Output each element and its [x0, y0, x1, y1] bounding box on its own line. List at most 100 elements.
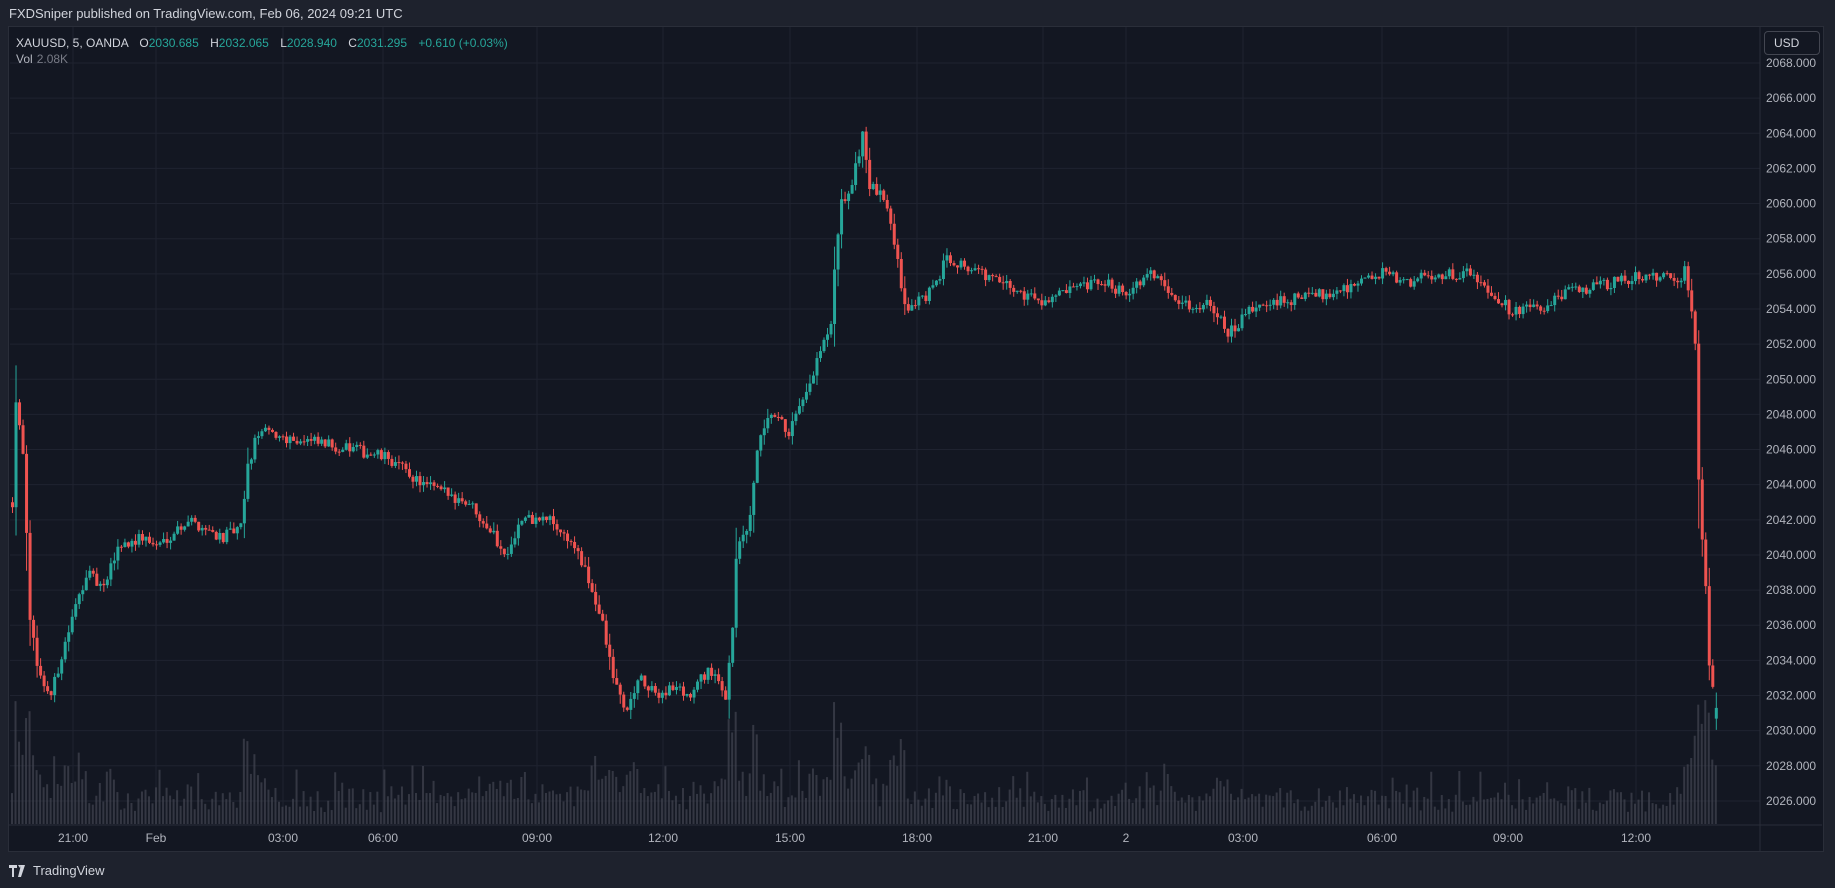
volume-bar — [1173, 791, 1176, 824]
volume-bar — [165, 787, 168, 824]
candle-body — [667, 685, 671, 696]
volume-bar — [678, 803, 681, 824]
y-tick-label: 2040.000 — [1766, 548, 1816, 562]
volume-bar — [1669, 793, 1672, 824]
volume-bar — [562, 801, 565, 824]
volume-bar — [1054, 794, 1057, 824]
candle-body — [776, 416, 780, 418]
volume-bar — [766, 796, 769, 824]
volume-bar — [833, 702, 836, 824]
candle-body — [1331, 293, 1335, 298]
volume-bar — [755, 734, 758, 824]
volume-bar — [906, 798, 909, 824]
volume-bar — [920, 805, 923, 824]
volume-bar — [1644, 811, 1647, 824]
volume-bar — [597, 779, 600, 824]
volume-bar — [1581, 791, 1584, 824]
candle-body — [1521, 306, 1525, 315]
candle-body — [681, 686, 685, 696]
volume-bar — [1711, 759, 1714, 824]
candle-body — [657, 692, 661, 698]
candle-body — [1479, 282, 1483, 284]
volume-bar — [882, 783, 885, 824]
volume-bar — [963, 793, 966, 824]
candle-body — [1542, 310, 1546, 312]
candle-body — [1233, 325, 1237, 332]
volume-bar — [1641, 790, 1644, 824]
candle-body — [471, 503, 475, 505]
candle-body — [214, 531, 218, 540]
candle-body — [306, 439, 310, 442]
y-tick-label: 2028.000 — [1766, 759, 1816, 773]
candle-body — [330, 439, 334, 448]
volume-bar — [1237, 797, 1240, 824]
candle-body — [878, 190, 882, 195]
volume-bar — [253, 754, 256, 824]
volume-bar — [671, 800, 674, 824]
volume-bar — [1598, 802, 1601, 824]
volume-bar — [1612, 789, 1615, 824]
volume-bar — [1381, 795, 1384, 824]
candle-body — [144, 536, 148, 541]
volume-bar — [1472, 796, 1475, 824]
candle-body — [28, 532, 32, 620]
volume-bar — [53, 756, 56, 824]
candle-body — [1553, 295, 1557, 306]
volume-bar — [1461, 801, 1464, 824]
candle-body — [1665, 273, 1669, 275]
change-value: +0.610 (+0.03%) — [418, 36, 508, 50]
candle-body — [885, 199, 889, 209]
candle-body — [580, 551, 584, 566]
candle-body — [1637, 272, 1641, 280]
candle-body — [1493, 295, 1497, 300]
volume-bar — [1475, 801, 1478, 824]
volume-bar — [21, 754, 24, 824]
candle-body — [1416, 278, 1420, 282]
candle-body — [1525, 304, 1529, 307]
volume-bar — [731, 732, 734, 824]
volume-bar — [133, 810, 136, 824]
volume-bar — [1556, 801, 1559, 824]
candle-body — [1605, 279, 1609, 290]
volume-bar — [552, 790, 555, 824]
volume-bar — [267, 789, 270, 824]
volume-bar — [1258, 793, 1261, 824]
currency-button[interactable]: USD — [1764, 31, 1820, 55]
candle-body — [1535, 304, 1539, 307]
candle-body — [1244, 314, 1248, 316]
volume-bar — [1198, 796, 1201, 824]
volume-bar — [544, 792, 547, 824]
volume-bar — [1135, 798, 1138, 824]
volume-bar — [1626, 811, 1629, 824]
candle-body — [917, 296, 921, 306]
candle-body — [1005, 280, 1009, 284]
candle-body — [1395, 272, 1399, 283]
candle-body — [464, 501, 468, 505]
volume-bar — [218, 805, 221, 824]
candle-body — [1423, 272, 1427, 276]
candle-body — [1447, 269, 1451, 277]
volume-bar — [555, 794, 558, 824]
volume-bar — [1307, 810, 1310, 824]
candle-body — [815, 358, 819, 376]
candle-body — [615, 678, 619, 685]
candle-body — [871, 183, 875, 190]
volume-bar — [499, 780, 502, 824]
volume-bar — [386, 796, 389, 824]
candle-body — [692, 689, 696, 698]
volume-bar — [646, 796, 649, 824]
volume-bar — [1542, 793, 1545, 824]
candle-body — [1612, 276, 1616, 288]
candle-body — [1282, 296, 1286, 303]
volume-label: Vol — [16, 52, 33, 66]
symbol-label[interactable]: XAUUSD, 5, OANDA — [16, 36, 129, 50]
candle-body — [1100, 284, 1104, 286]
volume-bar — [81, 779, 84, 824]
volume-bar — [931, 807, 934, 824]
volume-bar — [1567, 786, 1570, 824]
y-tick-label: 2030.000 — [1766, 724, 1816, 738]
candle-body — [116, 546, 120, 561]
y-tick-label: 2050.000 — [1766, 372, 1816, 386]
volume-bar — [70, 782, 73, 824]
